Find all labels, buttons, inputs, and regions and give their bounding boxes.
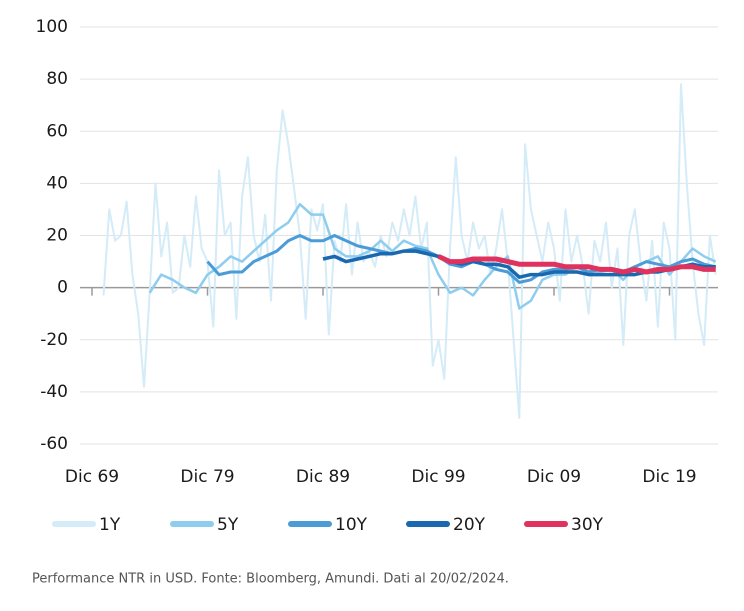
x-tick-label: Dic 69 <box>65 467 119 487</box>
x-tick-label: Dic 19 <box>642 467 696 487</box>
y-tick-label: -40 <box>40 382 68 402</box>
legend-label: 5Y <box>217 515 239 535</box>
legend-label: 30Y <box>571 515 604 535</box>
y-tick-label: -20 <box>40 330 68 350</box>
x-tick-label: Dic 79 <box>180 467 234 487</box>
series-line <box>437 254 716 275</box>
legend-label: 20Y <box>453 515 486 535</box>
y-tick-label: 100 <box>36 17 68 37</box>
y-tick-label: -60 <box>40 434 68 454</box>
y-tick-label: 40 <box>46 173 68 193</box>
x-tick-label: Dic 99 <box>411 467 465 487</box>
x-tick-label: Dic 89 <box>296 467 350 487</box>
legend-label: 10Y <box>335 515 368 535</box>
x-tick-label: Dic 09 <box>527 467 581 487</box>
legend-label: 1Y <box>99 515 121 535</box>
y-tick-label: 60 <box>46 121 68 141</box>
footnote: Performance NTR in USD. Fonte: Bloomberg… <box>32 572 509 587</box>
y-tick-label: 20 <box>46 226 68 246</box>
y-tick-label: 0 <box>57 278 68 298</box>
y-tick-label: 80 <box>46 69 68 89</box>
series-line <box>148 202 717 310</box>
